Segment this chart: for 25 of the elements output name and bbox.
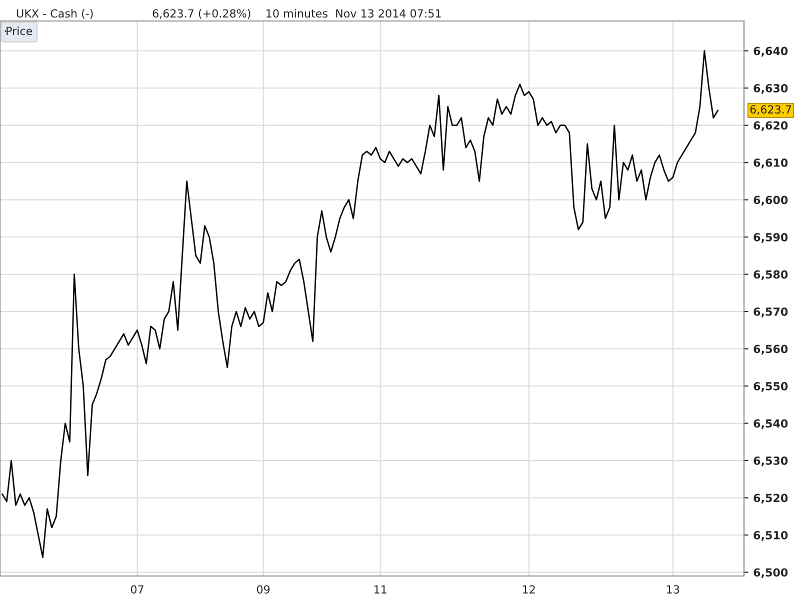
- x-tick-label: 07: [130, 585, 144, 594]
- y-tick-label: 6,500: [754, 568, 788, 578]
- y-tick-label: 6,600: [754, 196, 788, 206]
- legend-label: Price: [6, 26, 32, 36]
- y-tick-label: 6,630: [754, 84, 788, 94]
- y-tick-label: 6,550: [754, 382, 788, 392]
- x-tick-label: 12: [523, 585, 535, 594]
- x-tick-label: 13: [667, 585, 680, 594]
- chart-title: UKX - Cash (-): [16, 9, 93, 19]
- y-tick-label: 6,540: [754, 419, 788, 430]
- y-tick-label: 6,640: [754, 46, 788, 57]
- line-series: [2, 50, 719, 558]
- x-tick-label: 09: [256, 585, 270, 594]
- text: 6,623.7: [750, 105, 792, 115]
- y-tick-label: 6,530: [754, 456, 788, 466]
- y-tick-label: 6,610: [754, 158, 788, 168]
- y-tick-label: 6,620: [754, 121, 788, 132]
- chart-subtitle: 6,623.7 (+0.28%) 10 minutes Nov 13 2014 07:51: [152, 9, 441, 19]
- y-tick-label: 6,560: [754, 344, 788, 355]
- y-tick-label: 6,510: [754, 531, 788, 541]
- y-tick-label: 6,590: [754, 233, 788, 243]
- y-tick-label: 6,570: [754, 308, 788, 318]
- y-tick-label: 6,520: [754, 494, 788, 504]
- y-tick-label: 6,580: [754, 270, 788, 280]
- x-tick-label: 11: [374, 585, 386, 594]
